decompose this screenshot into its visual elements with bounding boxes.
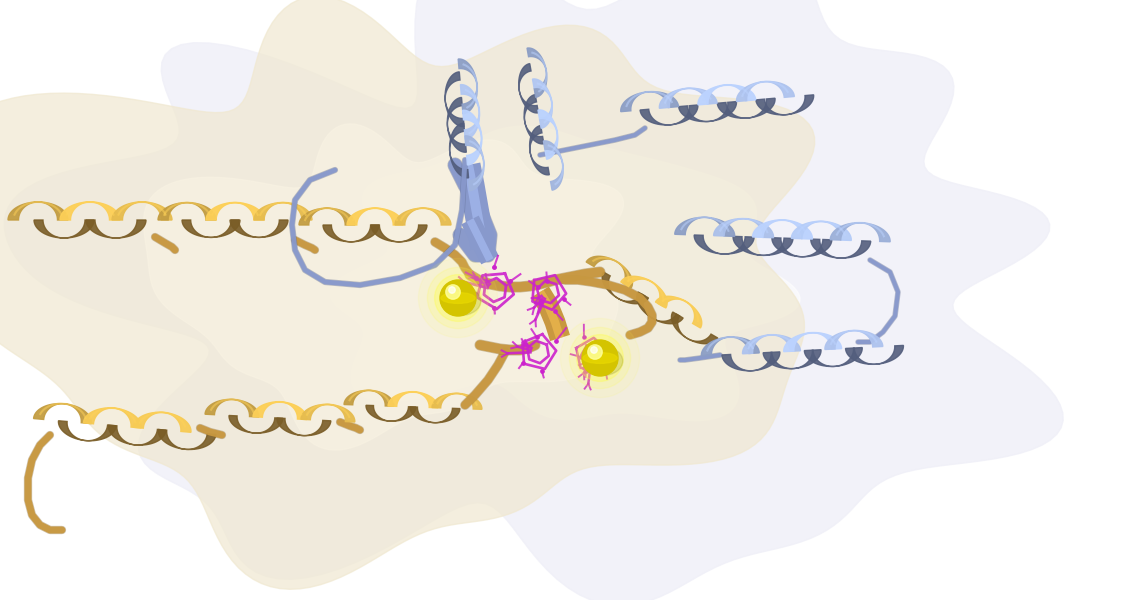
Polygon shape [742,335,801,354]
Polygon shape [602,272,648,304]
Polygon shape [698,85,756,105]
Polygon shape [460,85,479,139]
Polygon shape [182,220,240,238]
Polygon shape [144,124,623,450]
Polygon shape [825,331,883,350]
Polygon shape [0,0,814,589]
Polygon shape [672,312,718,344]
Polygon shape [526,48,547,97]
Polygon shape [753,220,812,239]
Circle shape [428,268,488,329]
Polygon shape [432,394,482,409]
Polygon shape [112,202,172,220]
Polygon shape [784,333,842,352]
Polygon shape [300,404,354,422]
Polygon shape [586,256,632,288]
Polygon shape [229,415,282,433]
Polygon shape [205,400,259,417]
Polygon shape [83,408,141,428]
Polygon shape [675,217,735,236]
Polygon shape [108,425,166,445]
Polygon shape [58,421,116,441]
Polygon shape [395,208,451,225]
Circle shape [434,275,482,322]
Polygon shape [34,404,91,424]
Polygon shape [206,203,264,220]
Ellipse shape [583,353,618,364]
Circle shape [560,319,640,398]
Polygon shape [656,296,702,328]
Polygon shape [366,405,416,421]
Polygon shape [446,72,465,127]
Polygon shape [465,136,484,191]
Ellipse shape [583,347,623,376]
Ellipse shape [441,293,475,304]
Polygon shape [763,350,821,368]
Polygon shape [388,392,438,408]
Polygon shape [722,352,780,371]
Polygon shape [158,203,216,220]
Polygon shape [804,347,862,367]
Polygon shape [543,141,564,190]
Polygon shape [371,225,428,242]
Polygon shape [659,88,717,109]
Polygon shape [718,98,775,118]
Polygon shape [60,202,120,220]
Polygon shape [34,220,94,238]
Ellipse shape [441,287,480,316]
Polygon shape [678,101,737,122]
Circle shape [582,340,618,376]
Polygon shape [330,126,800,421]
Polygon shape [8,202,68,220]
Circle shape [446,285,460,299]
Polygon shape [277,418,331,436]
Polygon shape [410,407,460,423]
Circle shape [418,259,497,338]
Polygon shape [133,412,191,433]
Polygon shape [637,292,683,324]
Polygon shape [621,276,667,308]
Circle shape [577,335,623,382]
Circle shape [449,287,456,293]
Polygon shape [254,203,312,220]
Polygon shape [448,97,467,152]
Polygon shape [158,430,216,449]
Polygon shape [846,346,903,364]
Polygon shape [737,82,794,101]
Polygon shape [299,208,356,225]
Polygon shape [756,95,813,115]
Polygon shape [701,337,759,356]
Polygon shape [344,391,394,406]
Circle shape [440,280,476,316]
Polygon shape [530,125,549,175]
Polygon shape [538,110,558,159]
Circle shape [587,345,602,359]
Polygon shape [811,239,871,258]
Polygon shape [694,235,754,254]
Polygon shape [253,402,307,419]
Polygon shape [346,208,403,225]
Polygon shape [86,220,146,238]
Polygon shape [229,220,288,238]
Polygon shape [621,92,678,112]
Polygon shape [323,225,379,242]
Polygon shape [640,105,698,125]
Polygon shape [450,123,468,178]
Polygon shape [734,236,793,256]
Polygon shape [772,238,831,257]
Polygon shape [462,110,482,165]
Circle shape [591,347,597,353]
Circle shape [569,328,631,389]
Polygon shape [458,59,477,114]
Polygon shape [791,221,852,241]
Polygon shape [524,95,543,144]
Polygon shape [4,0,1063,600]
Polygon shape [830,223,890,242]
Polygon shape [713,218,774,238]
Polygon shape [532,79,552,128]
Polygon shape [519,64,539,113]
